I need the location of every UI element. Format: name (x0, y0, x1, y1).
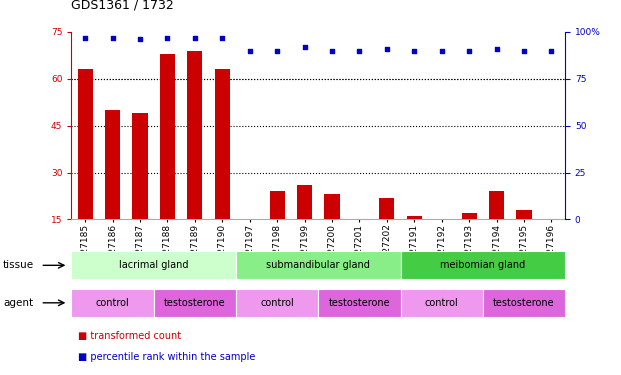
Text: ■ percentile rank within the sample: ■ percentile rank within the sample (78, 352, 255, 362)
Text: tissue: tissue (3, 260, 34, 270)
Point (437, 48, 446, 54)
Point (299, 44, 309, 50)
Point (382, 46, 392, 52)
Bar (160, 54, 175, 219)
Bar (188, 51, 202, 219)
Text: control: control (260, 298, 294, 308)
Bar (461, 213, 477, 219)
Text: ■ transformed count: ■ transformed count (78, 332, 181, 341)
Text: testosterone: testosterone (329, 298, 390, 308)
Bar (105, 110, 120, 219)
Text: control: control (425, 298, 458, 308)
Bar (215, 69, 230, 219)
Text: GDS1361 / 1732: GDS1361 / 1732 (71, 0, 174, 11)
Bar (489, 191, 504, 219)
Point (492, 46, 502, 52)
Text: meibomian gland: meibomian gland (440, 260, 525, 270)
Point (355, 48, 365, 54)
Point (80, 34, 90, 40)
Text: testosterone: testosterone (493, 298, 555, 308)
Point (107, 34, 117, 40)
Text: agent: agent (3, 298, 34, 308)
Text: lacrimal gland: lacrimal gland (119, 260, 188, 270)
Bar (132, 113, 148, 219)
Point (327, 48, 337, 54)
Point (217, 34, 227, 40)
Text: control: control (96, 298, 129, 308)
Point (135, 36, 145, 42)
Bar (78, 69, 93, 219)
Point (245, 48, 255, 54)
Point (546, 48, 556, 54)
Bar (379, 198, 394, 219)
Text: testosterone: testosterone (164, 298, 225, 308)
Bar (297, 185, 312, 219)
Point (409, 48, 419, 54)
Point (464, 48, 474, 54)
Bar (407, 216, 422, 219)
Text: submandibular gland: submandibular gland (266, 260, 370, 270)
Bar (324, 194, 340, 219)
Bar (517, 210, 532, 219)
Point (519, 48, 529, 54)
Point (163, 34, 173, 40)
Bar (270, 191, 284, 219)
Point (190, 34, 200, 40)
Point (272, 48, 282, 54)
